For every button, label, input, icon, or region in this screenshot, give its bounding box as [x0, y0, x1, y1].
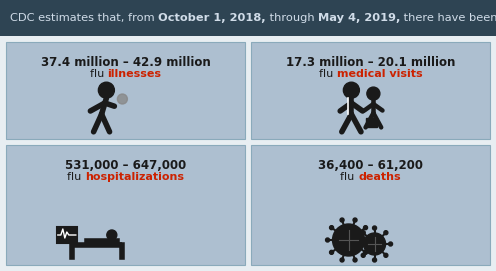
Circle shape [361, 253, 365, 257]
Text: October 1, 2018,: October 1, 2018, [158, 13, 266, 23]
Circle shape [368, 238, 372, 242]
Circle shape [353, 258, 357, 262]
Text: 531,000 – 647,000: 531,000 – 647,000 [65, 159, 186, 172]
Circle shape [388, 242, 392, 246]
Text: 36,400 – 61,200: 36,400 – 61,200 [318, 159, 423, 172]
Circle shape [98, 82, 115, 98]
FancyBboxPatch shape [6, 42, 245, 139]
Circle shape [364, 233, 385, 255]
Circle shape [340, 258, 344, 262]
Circle shape [353, 218, 357, 222]
Circle shape [357, 242, 361, 246]
FancyBboxPatch shape [367, 118, 377, 127]
Circle shape [364, 250, 368, 254]
FancyBboxPatch shape [57, 227, 77, 243]
Circle shape [372, 226, 376, 230]
Text: deaths: deaths [358, 172, 401, 182]
FancyBboxPatch shape [0, 0, 496, 36]
FancyBboxPatch shape [6, 145, 245, 265]
Circle shape [364, 226, 368, 230]
Text: flu: flu [319, 69, 337, 79]
Circle shape [329, 226, 334, 230]
Text: May 4, 2019,: May 4, 2019, [318, 13, 400, 23]
Text: flu: flu [340, 172, 358, 182]
Text: medical visits: medical visits [337, 69, 422, 79]
Circle shape [372, 258, 376, 262]
Text: 17.3 million – 20.1 million: 17.3 million – 20.1 million [286, 56, 455, 69]
Text: CDC estimates that, from: CDC estimates that, from [10, 13, 158, 23]
Text: hospitalizations: hospitalizations [85, 172, 184, 182]
Circle shape [384, 253, 388, 257]
Circle shape [340, 218, 344, 222]
Circle shape [332, 224, 365, 256]
Text: through: through [266, 13, 318, 23]
Text: there have been:: there have been: [400, 13, 496, 23]
Circle shape [367, 87, 380, 100]
Text: flu: flu [67, 172, 85, 182]
Circle shape [107, 230, 117, 240]
Text: illnesses: illnesses [107, 69, 161, 79]
FancyBboxPatch shape [251, 145, 490, 265]
Circle shape [118, 94, 127, 104]
Circle shape [343, 82, 360, 98]
Circle shape [384, 231, 388, 235]
Circle shape [361, 231, 365, 235]
Circle shape [329, 250, 334, 254]
Text: 37.4 million – 42.9 million: 37.4 million – 42.9 million [41, 56, 210, 69]
Circle shape [325, 238, 329, 242]
Text: flu: flu [90, 69, 107, 79]
FancyBboxPatch shape [251, 42, 490, 139]
